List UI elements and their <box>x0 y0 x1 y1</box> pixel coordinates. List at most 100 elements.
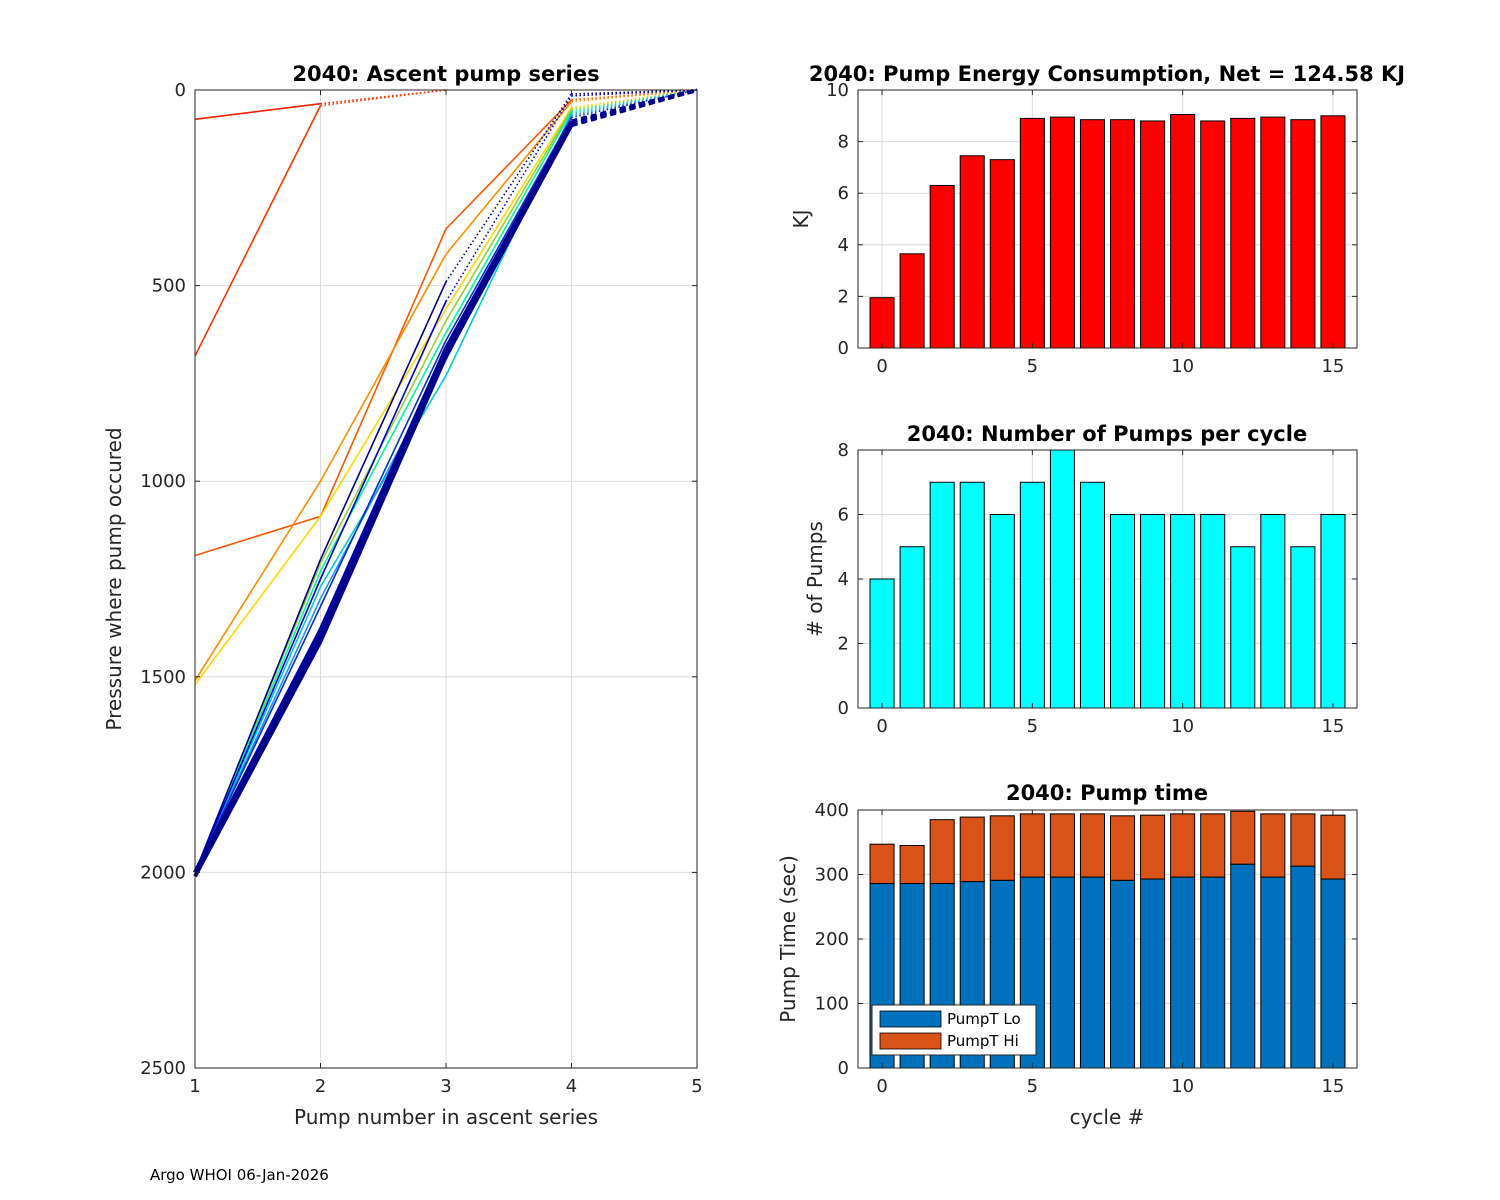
ascent-line-cycle-2 <box>445 99 573 230</box>
pumps-bar <box>1079 481 1105 709</box>
pumpt-hi-bar <box>1320 814 1346 880</box>
energy-ylabel: KJ <box>789 209 813 228</box>
pumptime-chart: 0 5 10 15 0 100 200 300 400 2040: Pump time cycl… <box>776 781 1358 1129</box>
ascent-line-cycle-4 <box>571 89 698 109</box>
pumps-bar <box>1019 481 1045 709</box>
ascent-line-cycle-2 <box>194 515 321 557</box>
pumpt-lo-bar <box>1260 876 1286 1069</box>
ascent-xlabel: Pump number in ascent series <box>294 1105 598 1129</box>
pumpt-hi-bar <box>1170 813 1196 878</box>
energy-bar <box>899 253 925 349</box>
pumps-bar <box>1200 514 1226 709</box>
pumpt-lo-bar <box>1320 878 1346 1069</box>
y-tick-label: 0 <box>838 338 849 359</box>
footer-credit: Argo WHOI 06-Jan-2026 <box>150 1166 329 1184</box>
ascent-pump-chart: 1 2 3 4 5 0 500 1000 1500 2000 2500 2040: Ascent p… <box>102 62 703 1129</box>
x-tick-label: 5 <box>691 1076 702 1097</box>
ascent-line-cycle-9 <box>194 559 322 873</box>
pumps-bar <box>869 578 895 709</box>
pumptime-legend: PumpT Lo PumpT Hi <box>871 1004 1037 1056</box>
energy-bar <box>1079 119 1105 349</box>
energy-bar <box>1140 120 1166 349</box>
energy-bar <box>929 184 955 349</box>
y-tick-label: 4 <box>838 569 849 590</box>
ascent-line-cycle-4 <box>194 515 322 686</box>
energy-bar <box>1170 114 1196 349</box>
y-tick-label: 8 <box>838 132 849 153</box>
y-tick-label: 500 <box>152 276 186 297</box>
ascent-title: 2040: Ascent pump series <box>292 62 599 86</box>
y-tick-label: 0 <box>175 80 186 101</box>
pumpt-lo-bar <box>1230 863 1256 1069</box>
pumpt-hi-bar <box>1290 813 1316 867</box>
x-tick-label: 0 <box>876 356 887 377</box>
x-tick-label: 15 <box>1321 356 1344 377</box>
pumpt-hi-bar <box>1079 813 1105 878</box>
pumpt-lo-bar <box>1290 865 1316 1069</box>
pumpt-hi-bar <box>1260 813 1286 878</box>
legend-label-hi: PumpT Hi <box>947 1032 1019 1050</box>
y-tick-label: 4 <box>838 235 849 256</box>
y-tick-label: 8 <box>838 440 849 461</box>
pumpt-lo-bar <box>1140 878 1166 1069</box>
x-tick-label: 15 <box>1321 716 1344 737</box>
y-tick-label: 2000 <box>140 862 186 883</box>
energy-ticks: 0 5 10 15 0 2 4 6 8 10 <box>826 80 1357 377</box>
pumps-ylabel: # of Pumps <box>803 521 827 637</box>
energy-bar <box>1260 116 1286 349</box>
pumpt-hi-bar <box>1049 813 1075 878</box>
ascent-line-cycle-11 <box>445 116 573 341</box>
energy-bar <box>1320 115 1346 349</box>
y-tick-label: 300 <box>815 865 849 886</box>
ascent-line-cycle-7 <box>319 375 447 588</box>
pumps-title: 2040: Number of Pumps per cycle <box>907 422 1307 446</box>
legend-swatch-lo <box>879 1010 942 1028</box>
pumps-bar <box>1110 514 1136 709</box>
y-tick-label: 6 <box>838 183 849 204</box>
y-tick-label: 0 <box>838 1058 849 1079</box>
ascent-line-cycle-1 <box>194 105 322 357</box>
pumptime-xlabel: cycle # <box>1070 1105 1145 1129</box>
pumpt-lo-bar <box>1110 879 1136 1069</box>
x-tick-label: 1 <box>189 1076 200 1097</box>
energy-bar <box>1200 120 1226 349</box>
x-tick-label: 10 <box>1171 716 1194 737</box>
energy-bar <box>1049 116 1075 349</box>
pumpt-lo-bar <box>1170 876 1196 1069</box>
x-tick-label: 10 <box>1171 1076 1194 1097</box>
ascent-line-cycle-4 <box>445 107 573 310</box>
x-tick-label: 0 <box>876 716 887 737</box>
pumpt-hi-bar <box>869 843 895 885</box>
ascent-line-cycle-10 <box>571 89 698 97</box>
ascent-line-cycle-6 <box>445 111 573 333</box>
ascent-line-cycle-3 <box>445 101 573 255</box>
pumps-bar <box>989 514 1015 709</box>
ascent-line-cycle-15 <box>193 636 323 874</box>
pumpt-hi-bar <box>1230 810 1256 865</box>
energy-bar <box>1019 117 1045 349</box>
pumps-bar <box>1170 514 1196 709</box>
ascent-ticks: 1 2 3 4 5 0 500 1000 1500 2000 2500 <box>140 80 703 1097</box>
x-tick-label: 5 <box>1027 356 1038 377</box>
y-tick-label: 6 <box>838 505 849 526</box>
pumps-bar <box>929 481 955 709</box>
ascent-line-cycle-6 <box>571 89 698 113</box>
energy-bar <box>1230 117 1256 349</box>
pumpt-lo-bar <box>1079 876 1105 1069</box>
ascent-line-cycle-9 <box>445 93 573 283</box>
x-tick-label: 2 <box>315 1076 326 1097</box>
ascent-line-cycle-3 <box>319 253 447 482</box>
x-tick-label: 3 <box>440 1076 451 1097</box>
y-tick-label: 10 <box>826 80 849 101</box>
ascent-line-cycle-9 <box>319 281 447 560</box>
ascent-line-cycle-11 <box>319 340 447 607</box>
y-tick-label: 200 <box>815 929 849 950</box>
energy-bar <box>1290 119 1316 349</box>
energy-chart: 0 5 10 15 0 2 4 6 8 10 2040: Pump Energy Consumpt… <box>789 62 1405 377</box>
energy-bars <box>869 114 1346 349</box>
x-tick-label: 0 <box>876 1076 887 1097</box>
ascent-line-cycle-15 <box>318 353 448 639</box>
y-tick-label: 1000 <box>140 471 186 492</box>
pumps-bar <box>1230 546 1256 709</box>
